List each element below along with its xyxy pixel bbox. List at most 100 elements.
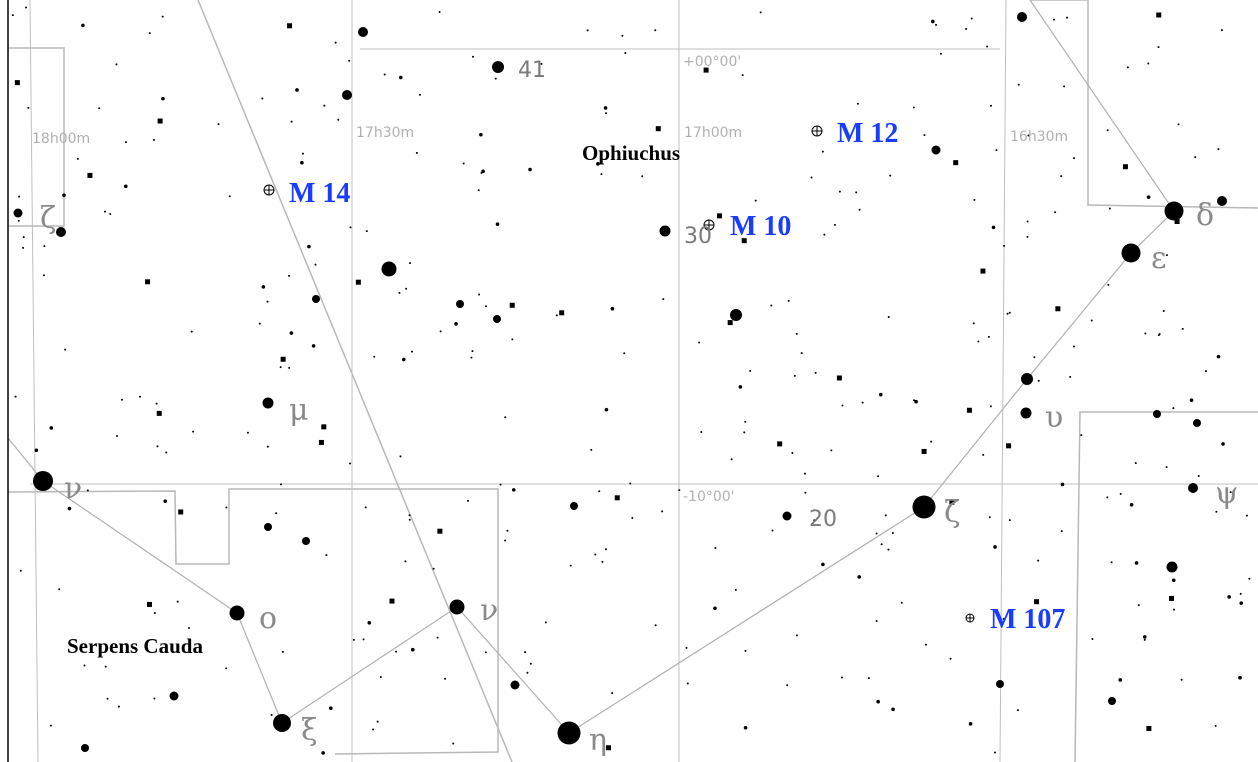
faint-star [1227,595,1231,599]
faint-star [840,676,843,679]
faint-star [266,300,269,303]
messier-label-m10[interactable]: M 10 [730,211,791,242]
faint-star [432,567,435,570]
faint-star [605,112,608,115]
globular-cluster-icon[interactable] [263,184,275,196]
faint-star [504,416,507,419]
star-label-zeta-oph: ζ [944,495,960,530]
faint-star [1110,561,1113,564]
faint-star [301,152,304,155]
faint-star [924,643,927,646]
faint-star [793,374,796,377]
faint-star [741,74,744,77]
faint-star [986,45,989,48]
faint-star [1037,379,1040,382]
faint-star [399,455,402,458]
star-label-41: 41 [518,58,546,83]
star [33,471,53,491]
star [1021,373,1033,385]
star [229,605,245,621]
faint-star [321,424,327,430]
faint-star [814,371,817,374]
faint-star [14,80,20,86]
faint-star [437,528,443,534]
star [381,261,397,277]
globular-cluster-icon[interactable] [703,219,715,231]
faint-star [300,160,304,165]
faint-star [744,420,747,423]
faint-star [529,662,532,665]
faint-star [261,97,264,100]
faint-star [11,14,14,17]
faint-star [795,332,798,335]
faint-star [800,352,803,355]
faint-star [1055,306,1061,312]
faint-star [362,638,365,641]
star [1188,483,1198,493]
faint-star [163,499,168,503]
faint-star [49,426,54,430]
faint-star [858,208,861,211]
faint-star [631,516,634,519]
faint-star [109,212,112,215]
faint-star [813,519,816,522]
globular-cluster-icon[interactable] [811,125,823,137]
faint-star [991,225,996,230]
faint-star [1006,312,1009,315]
faint-star [1053,18,1056,21]
faint-star [604,548,607,551]
boundary-bottom-right [1074,411,1258,762]
faint-star [884,514,887,517]
globular-cluster-icon[interactable] [965,613,975,623]
faint-star [877,475,880,478]
faint-star [988,516,991,519]
messier-label-m14[interactable]: M 14 [289,178,350,209]
faint-star [1245,514,1248,517]
faint-star [148,32,151,35]
faint-star [836,375,842,381]
faint-star [913,399,916,402]
stars [11,6,1251,755]
faint-star [470,356,473,359]
faint-star [295,88,299,92]
faint-star [1119,493,1122,496]
faint-star [156,445,159,448]
faint-star [977,340,980,343]
constellation-label-ophiuchus[interactable]: Ophiuchus [582,141,680,165]
faint-star [661,510,664,513]
faint-star [376,720,379,723]
star [1017,12,1027,22]
messier-label-m12[interactable]: M 12 [837,118,898,149]
coordinate-labels: 18h00m 17h30m 17h00m 16h30m +00°00' -10°… [32,54,1068,505]
faint-star [754,199,757,202]
faint-star [889,174,892,177]
faint-star [1181,327,1184,330]
boundary-serpens [7,488,499,755]
star [342,90,352,100]
faint-star [1126,66,1129,69]
faint-star [939,52,942,55]
star-label-epsilon: ε [1151,241,1167,276]
faint-star [623,352,626,355]
faint-star [438,10,441,13]
faint-star [930,440,933,443]
boundary-left [8,47,65,227]
faint-star [1197,474,1200,477]
faint-star [364,506,367,509]
star [456,300,464,308]
faint-star [87,172,93,178]
faint-star [887,316,890,319]
faint-star [288,274,291,277]
star [1153,410,1161,418]
faint-star [777,441,783,447]
faint-star [1239,601,1244,605]
faint-star [559,310,565,316]
constellation-label-serpens-cauda[interactable]: Serpens Cauda [67,634,203,658]
faint-star [115,63,118,66]
faint-star [1006,443,1012,449]
faint-star [1239,592,1242,595]
faint-star [1016,709,1019,712]
messier-label-m107[interactable]: M 107 [990,604,1065,635]
